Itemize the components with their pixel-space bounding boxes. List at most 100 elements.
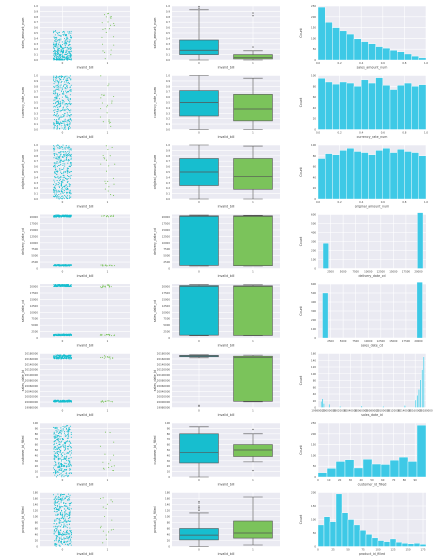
- scatter-point: [64, 512, 66, 514]
- x-axis-label: invalid_bill: [218, 483, 235, 487]
- scatter-point: [111, 465, 113, 467]
- scatter-point: [59, 448, 61, 451]
- scatter-point: [57, 429, 59, 431]
- y-tick-label: 150: [311, 443, 316, 447]
- y-tick-label: 100: [311, 327, 316, 331]
- scatter-point: [67, 544, 69, 546]
- x-tick-label: 0: [62, 409, 64, 413]
- scatter-point: [107, 334, 109, 336]
- scatter-point: [56, 189, 58, 191]
- histogram-bar: [362, 459, 373, 478]
- scatter-point: [103, 468, 105, 470]
- scatter-point: [59, 356, 61, 358]
- scatter-point: [55, 544, 57, 546]
- scatter-point: [109, 432, 111, 434]
- scatter-point: [111, 102, 113, 104]
- scatter-point: [64, 444, 66, 447]
- box: [179, 215, 219, 266]
- outlier: [198, 7, 200, 9]
- scatter-point: [53, 502, 55, 504]
- y-tick-label: 20180000: [157, 352, 171, 356]
- scatter-point: [68, 430, 70, 432]
- scatter-point: [53, 433, 55, 435]
- scatter-point: [63, 122, 65, 124]
- scatter-point: [65, 356, 67, 358]
- x-tick-label: 125: [391, 548, 396, 552]
- scatter-point: [108, 400, 110, 402]
- panel-box-r4c1: 02500500075001000012500150001750020000sa…: [153, 284, 280, 348]
- scatter-point: [109, 358, 111, 360]
- y-tick-label: 100: [311, 258, 316, 262]
- x-tick-label: 10000: [364, 339, 373, 343]
- scatter-point: [100, 525, 102, 527]
- scatter-point: [60, 285, 62, 287]
- scatter-point: [61, 185, 63, 187]
- scatter-point: [64, 532, 66, 534]
- scatter-point: [56, 196, 58, 198]
- scatter-point: [64, 516, 66, 518]
- scatter-point: [65, 187, 67, 189]
- scatter-point: [67, 168, 69, 170]
- scatter-point: [52, 215, 55, 217]
- scatter-point: [62, 458, 64, 460]
- y-tick-label: 1.0: [166, 74, 170, 78]
- scatter-point: [61, 440, 63, 442]
- y-tick-label: 40: [167, 453, 171, 457]
- y-tick-label: 50: [313, 531, 317, 535]
- scatter-point: [64, 163, 66, 165]
- scatter-point: [70, 55, 73, 57]
- scatter-point: [61, 439, 64, 441]
- scatter-point: [64, 188, 66, 190]
- y-tick-label: 2500: [163, 260, 170, 264]
- scatter-point: [58, 190, 60, 192]
- y-tick-label: 10000: [162, 310, 171, 314]
- scatter-point: [60, 147, 62, 149]
- scatter-point: [53, 171, 56, 173]
- scatter-point: [66, 97, 68, 99]
- histogram-bar: [382, 47, 391, 61]
- histogram-bar: [341, 512, 349, 547]
- y-tick-label: 5000: [163, 323, 170, 327]
- scatter-point: [113, 183, 115, 185]
- scatter-point: [70, 59, 72, 61]
- x-tick-label: 0: [198, 339, 200, 343]
- scatter-point: [64, 447, 67, 449]
- scatter-point: [99, 116, 101, 118]
- scatter-point: [53, 458, 55, 460]
- scatter-point: [54, 105, 56, 107]
- scatter-point: [55, 216, 58, 218]
- scatter-point: [113, 44, 115, 46]
- scatter-point: [52, 166, 55, 168]
- scatter-point: [69, 512, 71, 514]
- scatter-point: [54, 356, 56, 358]
- y-tick-label: 60: [167, 443, 171, 447]
- scatter-point: [56, 109, 58, 111]
- histogram-bar: [418, 155, 427, 200]
- scatter-point: [60, 34, 62, 37]
- y-tick-label: 0.3: [166, 181, 170, 185]
- scatter-point: [53, 145, 55, 147]
- scatter-point: [111, 146, 113, 149]
- scatter-point: [67, 433, 69, 435]
- y-tick-label: 20000: [162, 285, 171, 289]
- scatter-point: [65, 526, 67, 528]
- scatter-point: [54, 531, 56, 533]
- box: [233, 215, 273, 266]
- scatter-point: [54, 506, 56, 509]
- y-tick-label: 20000000: [25, 400, 39, 404]
- x-tick-label: 20060000: [355, 409, 369, 413]
- scatter-point: [68, 401, 70, 403]
- scatter-point: [63, 442, 65, 444]
- scatter-point: [63, 493, 65, 496]
- y-tick-label: 200: [311, 432, 316, 436]
- scatter-point: [113, 36, 115, 38]
- y-tick-label: 0.4: [34, 175, 38, 179]
- scatter-point: [64, 497, 66, 499]
- y-tick-label: 100: [33, 421, 38, 425]
- scatter-point: [57, 108, 59, 110]
- scatter-point: [60, 215, 62, 217]
- scatter-point: [63, 502, 65, 504]
- scatter-point: [56, 536, 58, 538]
